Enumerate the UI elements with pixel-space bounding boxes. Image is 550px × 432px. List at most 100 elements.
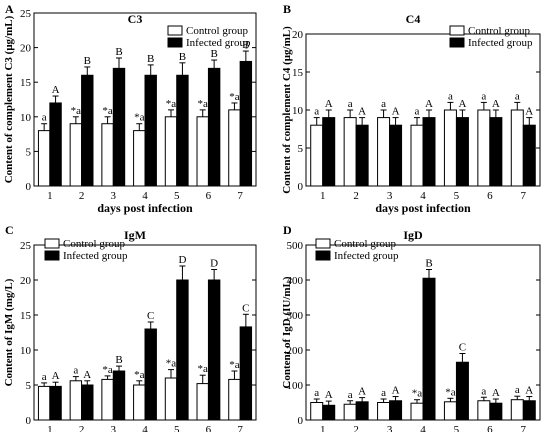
control-bar xyxy=(377,117,391,187)
significance-label: *a xyxy=(445,386,456,398)
y-tick-label: 200 xyxy=(287,345,304,357)
significance-label: a xyxy=(515,384,520,396)
control-bar xyxy=(164,377,178,421)
y-tick-label: 0 xyxy=(298,415,304,427)
infected-bar xyxy=(389,400,403,421)
y-axis-label: Content of complement C4 (μg/mL) xyxy=(281,26,293,194)
control-bar xyxy=(510,109,524,187)
x-tick-label: 3 xyxy=(111,424,117,432)
y-tick-label: 5 xyxy=(298,143,304,155)
y-tick-label: 25 xyxy=(20,240,32,252)
legend-swatch xyxy=(167,25,183,36)
significance-label: A xyxy=(525,385,533,397)
significance-label: D xyxy=(178,254,186,266)
significance-label: A xyxy=(492,387,500,399)
y-tick-label: 100 xyxy=(287,380,304,392)
x-tick-label: 2 xyxy=(79,190,85,202)
panel-letter: A xyxy=(5,2,14,16)
significance-label: A xyxy=(525,106,533,118)
significance-label: A xyxy=(83,369,91,381)
x-tick-label: 6 xyxy=(206,424,212,432)
significance-label: *a xyxy=(102,105,113,117)
infected-bar xyxy=(422,117,436,187)
infected-bar xyxy=(355,401,369,421)
y-tick-label: 15 xyxy=(292,67,304,79)
control-bar xyxy=(477,400,491,421)
x-tick-label: 4 xyxy=(420,424,426,432)
legend-swatch xyxy=(449,25,465,36)
infected-bar xyxy=(49,385,62,421)
control-bar xyxy=(510,399,524,421)
control-bar xyxy=(377,402,391,421)
control-bar xyxy=(69,123,83,187)
x-tick-label: 6 xyxy=(487,424,493,432)
x-tick-label: 2 xyxy=(353,424,359,432)
significance-label: A xyxy=(358,386,366,398)
legend-label: Control group xyxy=(334,238,397,250)
control-bar xyxy=(310,124,324,187)
significance-label: A xyxy=(325,98,333,110)
legend-swatch xyxy=(44,238,60,249)
infected-bar xyxy=(81,74,94,187)
x-axis-label: days post infection xyxy=(375,201,471,215)
control-bar xyxy=(228,109,241,187)
significance-label: *a xyxy=(71,105,82,117)
significance-label: *a xyxy=(198,98,209,110)
significance-label: *a xyxy=(412,388,423,400)
x-tick-label: 7 xyxy=(237,424,243,432)
y-tick-label: 25 xyxy=(20,8,32,20)
infected-bar xyxy=(49,102,62,187)
x-tick-label: 6 xyxy=(487,190,493,202)
x-tick-label: 5 xyxy=(454,424,460,432)
control-bar xyxy=(101,378,114,421)
infected-bar xyxy=(322,404,336,421)
significance-label: *a xyxy=(166,358,177,370)
legend-label: Control group xyxy=(468,25,531,37)
legend-swatch xyxy=(449,37,465,48)
significance-label: A xyxy=(425,98,433,110)
significance-label: A xyxy=(458,98,466,110)
y-tick-label: 10 xyxy=(20,345,32,357)
y-tick-label: 0 xyxy=(298,181,304,193)
legend-label: Control group xyxy=(63,238,126,250)
x-tick-label: 4 xyxy=(420,190,426,202)
chart-panel-d: D IgD 0 100 200 300 400 500 Content of IgD (IU/m… xyxy=(281,223,541,432)
control-bar xyxy=(101,123,114,187)
infected-bar xyxy=(522,400,536,421)
significance-label: A xyxy=(52,370,60,382)
infected-bar xyxy=(389,124,403,187)
significance-label: a xyxy=(42,371,47,383)
x-tick-label: 1 xyxy=(320,424,326,432)
infected-bar xyxy=(112,370,126,421)
significance-label: B xyxy=(210,48,217,60)
legend-label: Infected group xyxy=(63,250,128,262)
infected-bar xyxy=(355,124,369,187)
significance-label: *a xyxy=(134,369,145,381)
infected-bar xyxy=(489,117,503,187)
significance-label: B xyxy=(179,51,186,63)
y-tick-label: 10 xyxy=(20,112,32,124)
chart-title: IgD xyxy=(403,228,423,242)
significance-label: A xyxy=(392,385,400,397)
infected-bar xyxy=(176,74,189,187)
control-bar xyxy=(310,402,324,421)
y-tick-label: 5 xyxy=(26,146,32,158)
significance-label: B xyxy=(84,55,91,67)
x-tick-label: 7 xyxy=(521,424,527,432)
x-tick-label: 5 xyxy=(174,190,180,202)
y-tick-label: 0 xyxy=(26,181,32,193)
x-tick-label: 7 xyxy=(237,190,243,202)
significance-label: a xyxy=(415,106,420,118)
x-tick-label: 1 xyxy=(320,190,326,202)
panel-letter: D xyxy=(283,223,292,237)
significance-label: a xyxy=(448,90,453,102)
significance-label: C xyxy=(459,342,466,354)
control-bar xyxy=(228,378,241,421)
control-bar xyxy=(133,130,146,187)
infected-bar xyxy=(522,124,536,187)
